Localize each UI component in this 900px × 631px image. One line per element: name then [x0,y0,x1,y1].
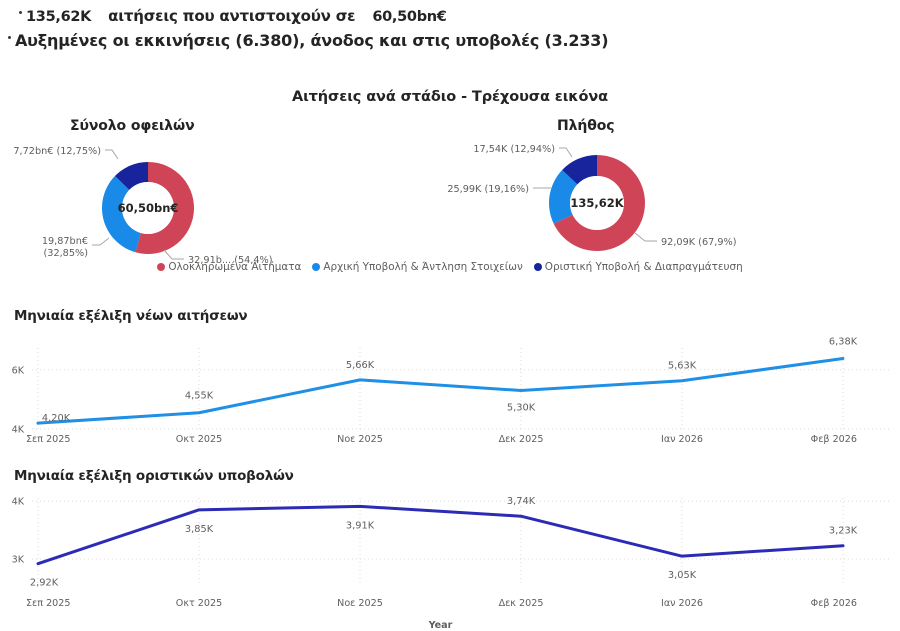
data-point-label: 3,85K [185,524,214,535]
legend-color-dot-icon [533,263,542,271]
x-axis-tick-label: Δεκ 2025 [499,434,544,445]
data-point-label: 5,66K [346,360,375,371]
donut-right-center-label: 135,62K [570,196,624,210]
legend-item-completed[interactable]: Ολοκληρωμένα Αιτήματα [157,261,301,273]
donut-hole [570,176,624,230]
data-point-label: 2,92K [30,578,59,589]
headline-total-value: 60,50bn€ [372,9,447,25]
data-point-label: 3,91K [346,520,375,531]
legend-label: Ολοκληρωμένα Αιτήματα [168,261,302,273]
donut-slice[interactable] [553,155,645,251]
donut-panel: Αιτήσεις ανά στάδιο - Τρέχουσα εικόνα Σύ… [0,78,900,290]
donut-slice[interactable] [102,176,141,253]
donut-slice[interactable] [114,162,148,190]
line-chart-2-title: Μηνιαία εξέλιξη οριστικών υποβολών [14,468,294,484]
donut-right-slice-label-blue: 25,99K (19,16%) [447,184,529,195]
donut-left-slice-label-blue-2: (32,85%) [44,248,89,259]
x-axis-tick-label: Φεβ 2026 [811,434,857,445]
line-chart-1-title: Μηνιαία εξέλιξη νέων αιτήσεων [14,308,248,324]
data-point-label: 3,05K [668,570,697,581]
bullet-icon [8,36,11,39]
donut-right-title: Πλήθος [557,118,615,134]
data-point-label: 5,30K [507,403,536,414]
donut-left-slice-label-blue-1: 19,87bn€ [42,236,88,247]
headline-line-2: Αυξημένες οι εκκινήσεις (6.380), άνοδος … [0,31,609,50]
callout-leader-line [559,147,573,158]
donut-legend: Ολοκληρωμένα Αιτήματα Αρχική Υποβολή & Ά… [0,261,900,273]
bullet-icon [19,11,22,14]
x-axis-tick-label: Σεπ 2025 [26,598,71,609]
x-axis-tick-label: Οκτ 2025 [176,598,222,609]
donut-hole [122,182,174,234]
callout-leader-line [92,237,110,246]
line-chart-1-svg[interactable]: 4K 6K Σεπ 2025 Οκτ 2025 Νοε 2025 Δεκ 2025 Ιαν … [0,300,900,460]
headline-line-1: 135,62K αιτήσεις που αντιστοιχούν σε 60,… [0,7,447,25]
legend-item-initial-submission[interactable]: Αρχική Υποβολή & Άντληση Στοιχείων [312,261,523,273]
x-axis-tick-label: Φεβ 2026 [811,598,857,609]
data-point-label: 5,63K [668,361,697,372]
line-chart-final-submissions: Μηνιαία εξέλιξη οριστικών υποβολών 3K 4K Σ… [0,460,900,631]
donut-right-slice-label-red: 92,09K (67,9%) [661,237,737,248]
callout-leader-line [163,249,184,260]
x-axis-tick-label: Ιαν 2026 [661,434,703,445]
y-axis-tick-label: 4K [12,497,25,508]
donut-slice[interactable] [135,162,194,254]
donut-panel-title: Αιτήσεις ανά στάδιο - Τρέχουσα εικόνα [291,89,609,105]
x-axis-tick-label: Δεκ 2025 [499,598,544,609]
data-point-label: 4,55K [185,391,214,402]
line-chart-2-svg[interactable]: 3K 4K Σεπ 2025 Οκτ 2025 Νοε 2025 Δεκ 2025 Ιαν … [0,460,900,631]
series-line[interactable] [36,504,845,566]
y-axis-tick-label: 4K [12,425,25,436]
donut-chart-debt-total[interactable]: 60,50bn€ 7,72bn€ (12,75%) 19,87bn€ (32,8… [13,146,272,266]
donut-slice[interactable] [549,169,578,224]
x-axis-tick-label: Σεπ 2025 [26,434,71,445]
x-axis-title: Year [428,620,453,631]
donut-left-center-label: 60,50bn€ [118,201,179,215]
headline-total-count: 135,62K [26,9,92,25]
callout-leader-line [105,149,119,160]
data-point-label: 4,20K [42,413,71,424]
data-point-label: 3,74K [507,496,536,507]
series-line[interactable] [36,357,845,425]
donut-left-slice-label-navy: 7,72bn€ (12,75%) [13,146,101,157]
x-axis-tick-label: Νοε 2025 [337,598,383,609]
donut-charts-svg: 60,50bn€ 7,72bn€ (12,75%) 19,87bn€ (32,8… [13,144,737,266]
donut-left-slice-label-red: 32,91b... (54,4%) [188,255,273,266]
legend-label: Αρχική Υποβολή & Άντληση Στοιχείων [323,261,523,273]
donut-chart-count[interactable]: 135,62K 17,54K (12,94%) 25,99K (19,16%) … [447,144,737,251]
y-axis-tick-label: 3K [12,555,25,566]
headline-line-1-text: αιτήσεις που αντιστοιχούν σε [108,7,356,25]
line-chart-new-applications: Μηνιαία εξέλιξη νέων αιτήσεων 4K 6K Σεπ 20… [0,300,900,460]
data-point-label: 3,23K [829,526,858,537]
legend-color-dot-icon [157,263,166,271]
x-axis-tick-label: Οκτ 2025 [176,434,222,445]
data-point-label: 6,38K [829,337,858,348]
headline-block: 135,62K αιτήσεις που αντιστοιχούν σε 60,… [0,0,900,60]
legend-item-final-submission[interactable]: Οριστική Υποβολή & Διαπραγμάτευση [533,261,743,273]
x-axis-tick-label: Ιαν 2026 [661,598,703,609]
legend-color-dot-icon [312,263,321,271]
headline-line-2-text: Αυξημένες οι εκκινήσεις (6.380), άνοδος … [15,31,609,50]
donut-left-title: Σύνολο οφειλών [70,118,195,134]
x-axis-tick-label: Νοε 2025 [337,434,383,445]
y-axis-tick-label: 6K [12,365,25,376]
callout-leader-line [634,232,657,242]
legend-label: Οριστική Υποβολή & Διαπραγμάτευση [544,261,743,273]
donut-right-slice-label-navy: 17,54K (12,94%) [473,144,555,155]
donut-slice[interactable] [562,155,597,185]
